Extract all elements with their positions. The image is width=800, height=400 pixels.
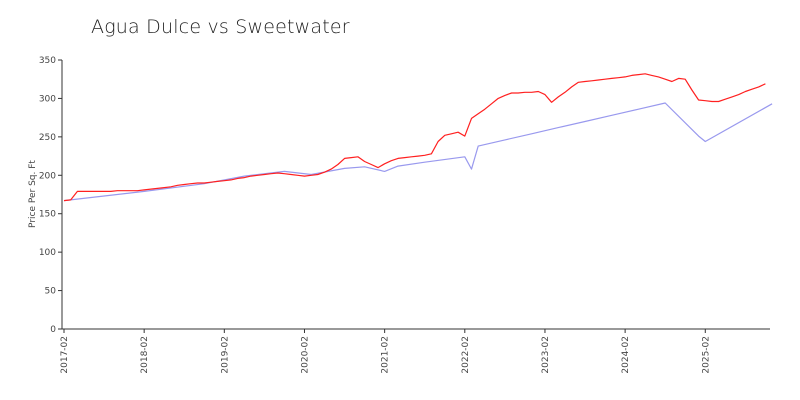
y-tick-label: 250	[39, 133, 56, 143]
x-tick-label: 2021-02	[381, 336, 391, 374]
series-line-sweetwater	[63, 102, 773, 202]
y-tick-label: 200	[39, 171, 56, 181]
x-tick-label: 2025-02	[701, 336, 711, 374]
chart-title: Agua Dulce vs Sweetwater	[91, 16, 350, 38]
y-tick-label: 0	[50, 325, 56, 335]
y-tick-label: 50	[45, 287, 57, 297]
y-tick-label: 150	[39, 210, 56, 220]
series-line-agua-dulce	[63, 73, 766, 202]
y-axis-label: Price Per Sq. Ft	[28, 160, 38, 228]
x-tick-label: 2017-02	[60, 336, 70, 374]
y-tick-label: 300	[39, 94, 56, 104]
x-tick-label: 2019-02	[220, 336, 230, 374]
x-tick-label: 2023-02	[541, 336, 551, 374]
x-tick-label: 2018-02	[140, 336, 150, 374]
x-tick-label: 2020-02	[300, 336, 310, 374]
x-tick-label: 2022-02	[461, 336, 471, 374]
x-tick-label: 2024-02	[621, 336, 631, 374]
y-tick-label: 100	[39, 248, 56, 258]
y-tick-label: 350	[39, 56, 56, 66]
